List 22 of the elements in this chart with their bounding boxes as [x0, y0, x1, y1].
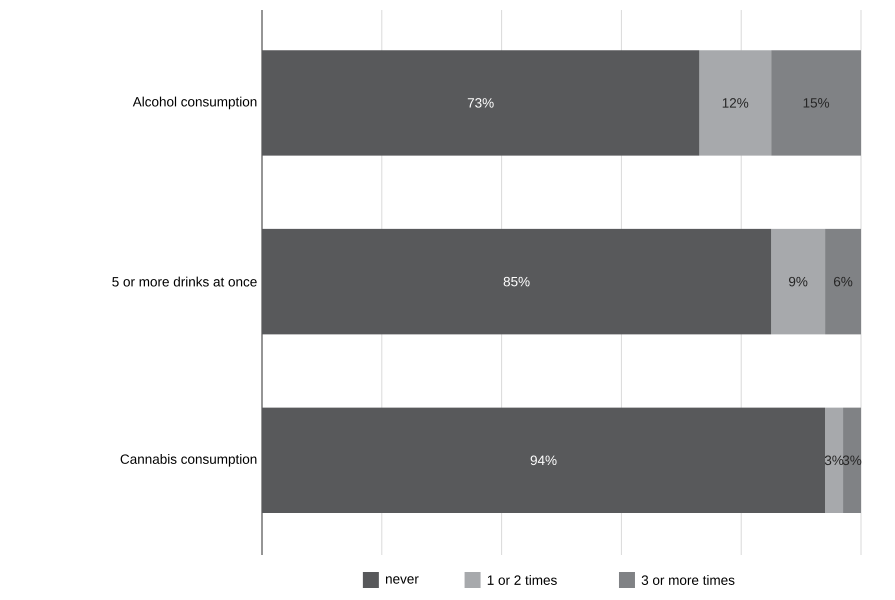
- bar: [262, 50, 700, 156]
- bar: [771, 50, 862, 156]
- data-label: 9%: [789, 276, 808, 286]
- bar: [262, 408, 826, 514]
- legend-label: never: [386, 576, 419, 584]
- bar: [843, 408, 862, 514]
- y-tick-label: 5 or more drinks at once: [112, 276, 257, 287]
- bar: [825, 228, 862, 334]
- y-tick-label: Alcohol consumption: [132, 96, 256, 110]
- data-label: 15%: [804, 98, 830, 108]
- legend-label: 3 or more times: [642, 575, 734, 585]
- data-label: 85%: [504, 276, 530, 286]
- data-label: 6%: [834, 276, 852, 286]
- data-label: 12%: [722, 98, 748, 108]
- data-label: 94%: [530, 456, 557, 466]
- bar: [771, 228, 826, 334]
- bar: [699, 50, 772, 156]
- data-label: 73%: [468, 98, 494, 108]
- legend-label: 1 or 2 times: [488, 575, 557, 585]
- y-tick-label: Cannabis consumption: [120, 454, 256, 467]
- bar: [262, 228, 772, 334]
- bar: [825, 408, 844, 514]
